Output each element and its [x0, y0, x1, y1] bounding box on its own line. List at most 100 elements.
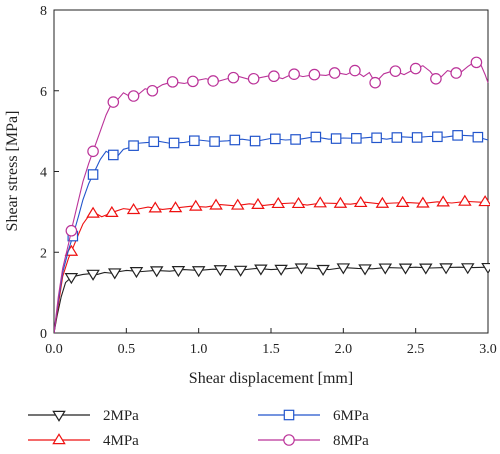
- data-point: [148, 201, 163, 213]
- x-tick-label: 3.0: [479, 342, 497, 357]
- data-point: [149, 266, 164, 278]
- series-layer: [54, 56, 490, 334]
- legend-marker: [283, 434, 295, 446]
- data-point: [189, 135, 200, 147]
- legend-marker: [52, 433, 66, 445]
- data-point: [129, 267, 144, 279]
- data-point: [87, 169, 99, 180]
- data-point: [233, 265, 248, 277]
- data-point: [86, 206, 100, 218]
- legend-item: 6MPa: [258, 408, 369, 424]
- data-point: [291, 196, 306, 209]
- legend-item: 4MPa: [28, 433, 139, 449]
- data-point: [439, 263, 453, 275]
- data-point: [353, 195, 368, 208]
- series-4MPa: [54, 194, 490, 334]
- data-point: [478, 195, 490, 207]
- legend-label: 6MPa: [333, 408, 369, 424]
- x-tick-label: 2.0: [335, 342, 353, 357]
- x-tick-label: 2.5: [407, 342, 425, 357]
- data-point: [371, 132, 382, 144]
- data-point: [249, 135, 261, 147]
- data-point: [107, 268, 122, 280]
- data-point: [107, 96, 120, 108]
- y-tick-label: 8: [40, 4, 47, 19]
- series-line: [54, 134, 489, 334]
- y-tick-label: 6: [40, 85, 47, 100]
- data-point: [419, 263, 433, 275]
- data-point: [213, 265, 228, 277]
- series-8MPa: [54, 56, 489, 334]
- data-point: [391, 132, 403, 143]
- data-point: [254, 264, 268, 276]
- data-point: [168, 137, 180, 149]
- data-point: [375, 196, 390, 208]
- legend-label: 2MPa: [103, 408, 139, 424]
- data-point: [127, 90, 140, 102]
- data-point: [389, 65, 402, 77]
- x-axis-ticks: 0.0 0.5 1.0 1.5 2.0 2.5 3.0: [45, 328, 497, 357]
- data-point: [209, 198, 223, 210]
- data-point: [308, 68, 321, 81]
- data-point: [247, 72, 260, 85]
- data-point: [333, 196, 348, 208]
- x-tick-label: 0.0: [45, 342, 63, 357]
- x-tick-label: 1.5: [262, 342, 280, 357]
- legend-marker: [52, 410, 66, 422]
- data-point: [358, 264, 372, 276]
- data-point: [187, 75, 199, 88]
- data-point: [395, 195, 410, 207]
- legend-label: 4MPa: [103, 433, 139, 449]
- x-tick-label: 0.5: [118, 342, 136, 357]
- data-point: [168, 201, 183, 213]
- data-point: [126, 203, 141, 215]
- data-point: [105, 205, 119, 218]
- data-point: [328, 67, 341, 79]
- data-point: [472, 131, 484, 143]
- legend-item: 8MPa: [258, 433, 369, 449]
- data-point: [128, 140, 139, 151]
- data-point: [288, 68, 300, 80]
- data-point: [330, 133, 342, 144]
- data-point: [450, 67, 462, 79]
- data-point: [268, 70, 280, 83]
- data-point: [416, 196, 430, 208]
- data-point: [166, 76, 179, 88]
- data-point: [481, 262, 490, 275]
- data-point: [411, 132, 423, 143]
- data-point: [310, 131, 322, 143]
- data-point: [378, 263, 393, 275]
- data-point: [270, 133, 281, 145]
- data-point: [189, 199, 203, 211]
- data-point: [251, 197, 265, 210]
- data-point: [227, 71, 240, 84]
- data-point: [432, 131, 443, 143]
- plot-frame: [53, 9, 489, 334]
- series-6MPa: [54, 130, 489, 334]
- data-point: [351, 133, 362, 144]
- data-point: [290, 134, 301, 145]
- data-point: [146, 84, 159, 97]
- data-point: [458, 194, 472, 206]
- data-point: [209, 136, 220, 147]
- y-axis-ticks: 0 2 4 6 8: [40, 4, 59, 342]
- data-point: [108, 149, 119, 161]
- legend: 2MPa 4MPa 6MPa 8MPa: [28, 408, 369, 449]
- legend-item: 2MPa: [28, 408, 139, 424]
- legend-marker: [283, 409, 295, 421]
- data-point: [398, 263, 413, 275]
- data-point: [294, 263, 309, 275]
- y-axis-title: Shear stress [MPa]: [4, 111, 21, 232]
- data-point: [229, 134, 241, 146]
- data-point: [436, 195, 450, 207]
- data-point: [191, 266, 206, 278]
- x-tick-label: 1.0: [190, 342, 208, 357]
- data-point: [87, 145, 99, 158]
- series-line: [54, 266, 489, 334]
- x-axis-title: Shear displacement [mm]: [189, 370, 353, 387]
- data-point: [148, 136, 160, 148]
- data-point: [470, 56, 483, 69]
- data-point: [274, 264, 288, 276]
- data-point: [230, 198, 245, 210]
- data-point: [369, 76, 381, 89]
